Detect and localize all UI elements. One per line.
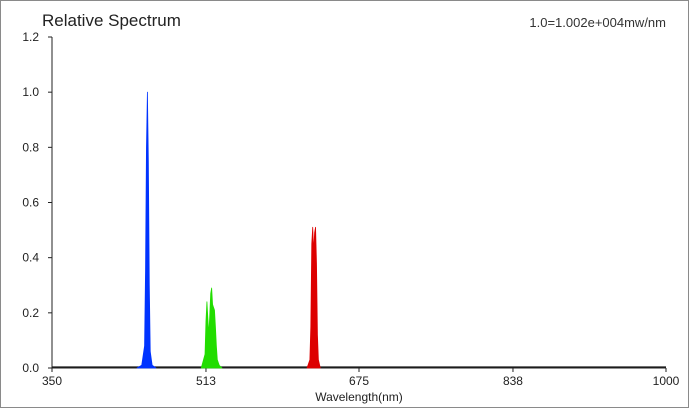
- axes: [51, 37, 666, 369]
- x-tick-label: 350: [42, 374, 62, 388]
- y-tick-label: 0.8: [22, 140, 39, 154]
- spectrum-peak-2: [200, 287, 223, 369]
- y-tick-label: 0.6: [22, 196, 39, 210]
- series-group: [52, 91, 666, 369]
- x-tick-label: 513: [196, 374, 216, 388]
- y-ticks: 0.0 0.2 0.4 0.6 0.8 1.0 1.2: [22, 30, 52, 375]
- y-tick-label: 0.2: [22, 306, 39, 320]
- spectrum-peak-1: [136, 91, 157, 369]
- x-tick-label: 838: [503, 374, 523, 388]
- y-tick-label: 1.0: [22, 85, 39, 99]
- x-tick-label: 675: [349, 374, 369, 388]
- chart-title: Relative Spectrum: [42, 11, 181, 30]
- y-tick-label: 0.4: [22, 251, 39, 265]
- y-tick-label: 0.0: [22, 361, 39, 375]
- y-tick-label: 1.2: [22, 30, 39, 44]
- x-axis-label: Wavelength(nm): [315, 390, 403, 404]
- x-tick-label: 1000: [653, 374, 680, 388]
- spectrum-peak-3: [306, 226, 321, 369]
- x-ticks: 350 513 675 838 1000: [42, 368, 680, 388]
- scale-annotation: 1.0=1.002e+004mw/nm: [529, 15, 666, 30]
